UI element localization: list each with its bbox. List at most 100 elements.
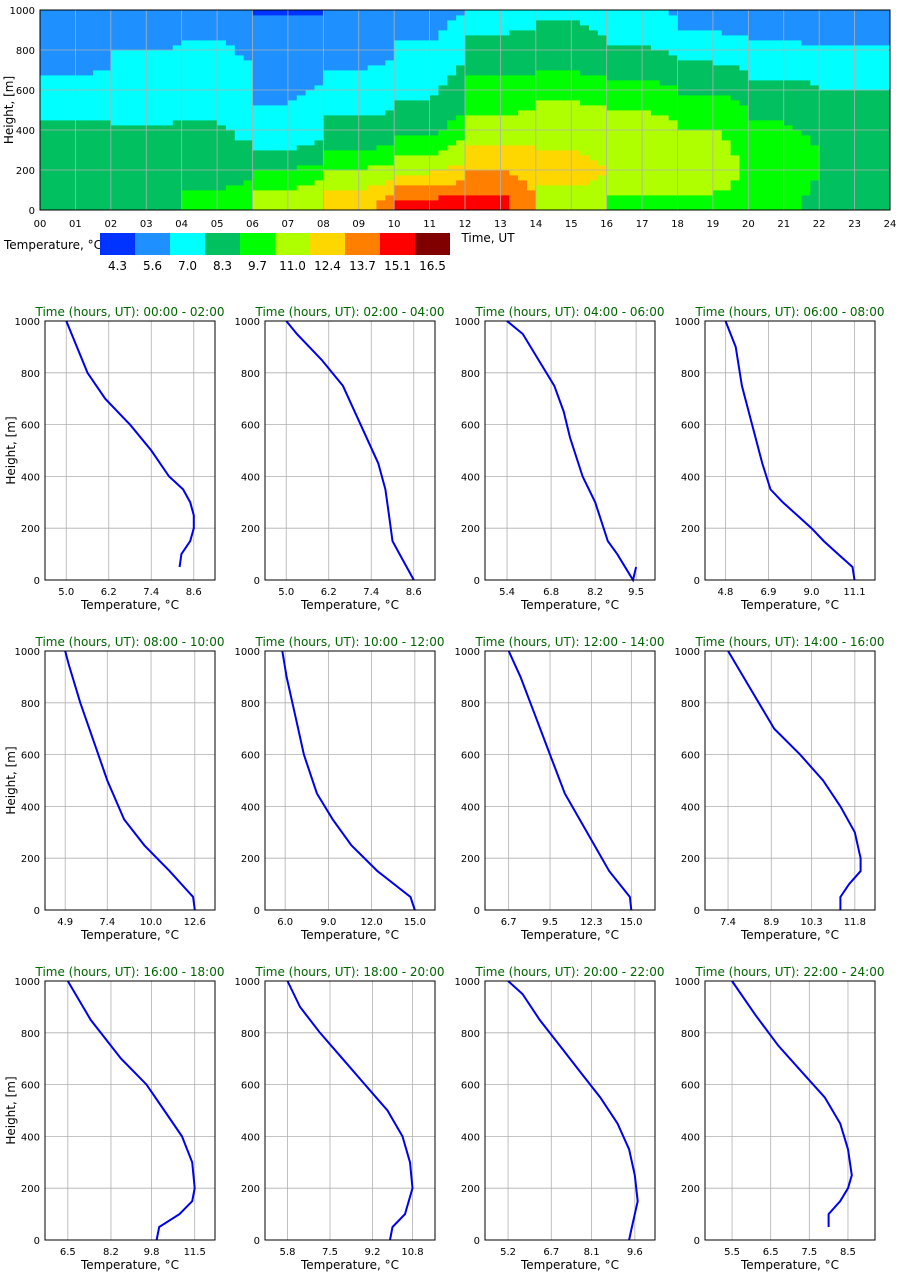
heatmap-cell bbox=[650, 85, 661, 91]
heatmap-cell bbox=[668, 205, 678, 211]
heatmap-cell bbox=[704, 70, 714, 76]
heatmap-cell bbox=[48, 70, 59, 76]
heatmap-cell bbox=[243, 100, 253, 106]
heatmap-cell bbox=[146, 125, 156, 131]
heatmap-cell bbox=[712, 165, 723, 171]
heatmap-cell bbox=[588, 15, 599, 21]
heatmap-cell bbox=[518, 180, 528, 186]
heatmap-cell bbox=[704, 120, 714, 126]
heatmap-cell bbox=[447, 160, 457, 166]
heatmap-cell bbox=[571, 180, 581, 186]
heatmap-cell bbox=[456, 195, 466, 201]
heatmap-cell bbox=[659, 135, 670, 141]
heatmap-cell bbox=[491, 10, 501, 16]
heatmap-cell bbox=[562, 115, 572, 121]
heatmap-cell bbox=[225, 115, 236, 121]
panel-y-tick: 0 bbox=[34, 576, 40, 587]
heatmap-cell bbox=[544, 155, 554, 161]
heatmap-cell bbox=[287, 10, 298, 16]
heatmap-cell bbox=[385, 200, 395, 206]
heatmap-cell bbox=[810, 165, 820, 171]
panel-frame bbox=[264, 980, 436, 1241]
heatmap-cell bbox=[712, 180, 723, 186]
heatmap-cell bbox=[172, 195, 183, 201]
heatmap-cell bbox=[881, 180, 891, 186]
heatmap-cell bbox=[438, 135, 448, 141]
heatmap-cell bbox=[642, 155, 652, 161]
heatmap-cell bbox=[535, 160, 546, 166]
heatmap-cell bbox=[571, 205, 581, 211]
heatmap-cell bbox=[712, 30, 723, 36]
heatmap-cell bbox=[270, 65, 280, 71]
heatmap-cell bbox=[757, 160, 767, 166]
heatmap-cell bbox=[110, 25, 121, 31]
heatmap-cell bbox=[562, 190, 572, 196]
heatmap-cell bbox=[323, 40, 333, 46]
heatmap-cell bbox=[721, 205, 732, 211]
heatmap-cell bbox=[810, 35, 820, 41]
heatmap-cell bbox=[712, 110, 723, 116]
panel-x-label: Temperature, °C bbox=[80, 928, 179, 942]
heatmap-cell bbox=[75, 200, 85, 206]
heatmap-cell bbox=[57, 135, 67, 141]
heatmap-cell bbox=[394, 135, 404, 141]
heatmap-cell bbox=[633, 140, 643, 146]
heatmap-cell bbox=[323, 105, 333, 111]
heatmap-cell bbox=[730, 50, 740, 56]
heatmap-cell bbox=[93, 125, 103, 131]
heatmap-cell bbox=[571, 185, 581, 191]
heatmap-cell bbox=[836, 155, 847, 161]
heatmap-cell bbox=[225, 190, 236, 196]
panel-y-tick: 200 bbox=[461, 854, 480, 865]
heatmap-cell bbox=[217, 135, 227, 141]
heatmap-cell bbox=[473, 30, 484, 36]
heatmap-cell bbox=[686, 75, 696, 81]
heatmap-cell bbox=[225, 10, 236, 16]
heatmap-cell bbox=[48, 130, 59, 136]
heatmap-cell bbox=[748, 90, 758, 96]
heatmap-cell bbox=[633, 100, 643, 106]
heatmap-cell bbox=[580, 75, 590, 81]
heatmap-cell bbox=[695, 85, 705, 91]
panel-y-tick: 0 bbox=[694, 576, 700, 587]
heatmap-cell bbox=[748, 105, 758, 111]
heatmap-cell bbox=[872, 110, 882, 116]
heatmap-cell bbox=[721, 65, 732, 71]
heatmap-cell bbox=[597, 25, 608, 31]
colorbar-tick-label: 11.0 bbox=[279, 259, 306, 273]
heatmap-cell bbox=[863, 80, 873, 86]
heatmap-cell bbox=[403, 190, 413, 196]
heatmap-cell bbox=[819, 180, 829, 186]
heatmap-cell bbox=[367, 35, 377, 41]
heatmap-cell bbox=[447, 150, 457, 156]
heatmap-cell bbox=[314, 145, 324, 151]
heatmap-cell bbox=[137, 70, 147, 76]
heatmap-cell bbox=[447, 165, 457, 171]
heatmap-cell bbox=[40, 50, 50, 56]
heatmap-cell bbox=[447, 185, 457, 191]
heatmap-cell bbox=[544, 140, 554, 146]
heatmap-cell bbox=[491, 75, 501, 81]
heatmap-cell bbox=[774, 30, 785, 36]
panel-x-tick: 6.9 bbox=[761, 587, 777, 598]
heatmap-cell bbox=[101, 155, 112, 161]
heatmap-cell bbox=[668, 70, 678, 76]
heatmap-cell bbox=[48, 205, 59, 211]
heatmap-cell bbox=[84, 85, 94, 91]
heatmap-cell bbox=[748, 205, 758, 211]
heatmap-cell bbox=[420, 75, 430, 81]
heatmap-cell bbox=[500, 180, 510, 186]
heatmap-cell bbox=[863, 145, 873, 151]
heatmap-cell bbox=[438, 105, 448, 111]
heatmap-cell bbox=[544, 80, 554, 86]
heatmap-cell bbox=[252, 200, 262, 206]
heatmap-cell bbox=[429, 195, 439, 201]
heatmap-cell bbox=[633, 170, 643, 176]
heatmap-cell bbox=[828, 55, 838, 61]
heatmap-cell bbox=[615, 20, 625, 26]
heatmap-cell bbox=[766, 145, 776, 151]
heatmap-cell bbox=[128, 120, 138, 126]
heatmap-cell bbox=[704, 185, 714, 191]
heatmap-cell bbox=[872, 200, 882, 206]
heatmap-cell bbox=[349, 205, 360, 211]
